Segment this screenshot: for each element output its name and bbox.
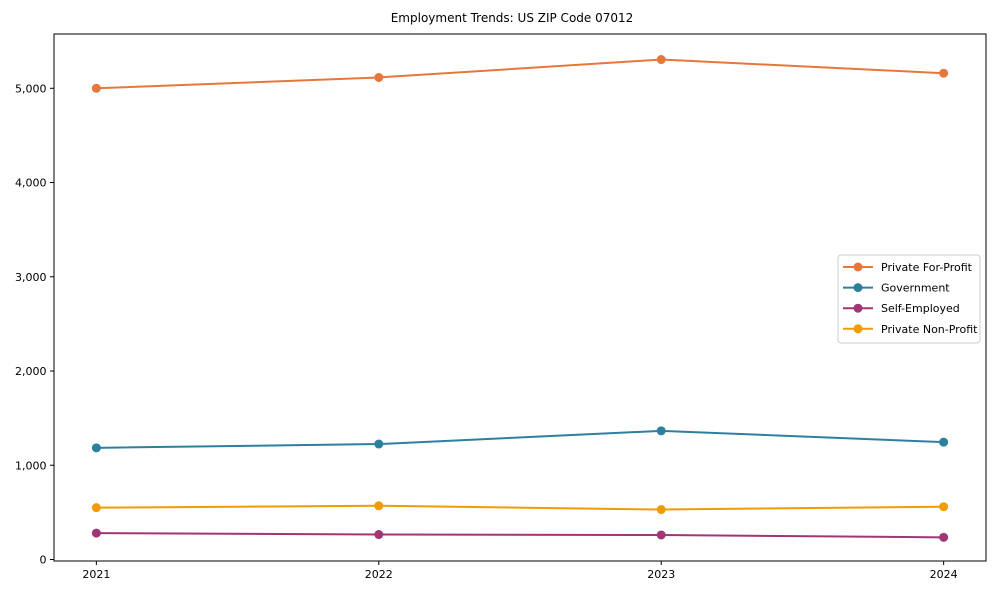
point-self-employed-2023 — [656, 530, 666, 540]
legend-marker-private-for-profit — [853, 262, 863, 272]
legend-label-private-for-profit: Private For-Profit — [881, 261, 973, 274]
point-private-non-profit-2024 — [939, 502, 949, 512]
point-private-for-profit-2021 — [91, 83, 101, 93]
legend-marker-government — [853, 283, 863, 293]
plot-area-border — [53, 33, 987, 562]
axes-layer: 0 1,000 2,000 3,000 4,000 5,000 2021 2022 2023 20… — [15, 82, 958, 581]
y-tick-label: 2,000 — [15, 365, 47, 378]
point-private-non-profit-2022 — [374, 501, 384, 511]
y-tick-label: 1,000 — [15, 459, 47, 472]
line-government — [96, 429, 944, 449]
x-tick-label: 2022 — [365, 568, 393, 581]
series-layer — [91, 55, 949, 542]
point-self-employed-2021 — [91, 528, 101, 538]
point-self-employed-2024 — [939, 532, 949, 542]
y-tick-label: 0 — [40, 553, 47, 566]
point-self-employed-2022 — [374, 530, 384, 540]
x-tick-label: 2024 — [930, 568, 958, 581]
legend-label-self-employed: Self-Employed — [881, 302, 960, 315]
point-private-for-profit-2023 — [656, 55, 666, 65]
point-government-2023 — [656, 426, 666, 436]
point-government-2022 — [374, 439, 384, 449]
y-tick-label: 5,000 — [15, 82, 47, 95]
point-private-for-profit-2022 — [374, 72, 384, 82]
legend-label-private-non-profit: Private Non-Profit — [881, 323, 978, 336]
x-tick-label: 2021 — [82, 568, 110, 581]
legend-box — [837, 254, 981, 344]
point-private-non-profit-2023 — [656, 505, 666, 515]
y-tick-label: 4,000 — [15, 177, 47, 190]
legend-marker-self-employed — [853, 303, 863, 313]
point-private-for-profit-2024 — [939, 68, 949, 78]
chart-title: Employment Trends: US ZIP Code 07012 — [391, 11, 634, 25]
point-government-2021 — [91, 443, 101, 453]
line-private-non-profit — [96, 504, 944, 511]
line-private-for-profit — [96, 58, 944, 90]
point-private-non-profit-2021 — [91, 503, 101, 513]
legend: Private For-Profit Government Self-Employe… — [837, 254, 981, 344]
legend-label-government: Government — [881, 282, 950, 295]
legend-marker-private-non-profit — [853, 324, 863, 334]
x-tick-label: 2023 — [647, 568, 675, 581]
y-tick-label: 3,000 — [15, 271, 47, 284]
line-self-employed — [96, 532, 944, 539]
point-government-2024 — [939, 437, 949, 447]
